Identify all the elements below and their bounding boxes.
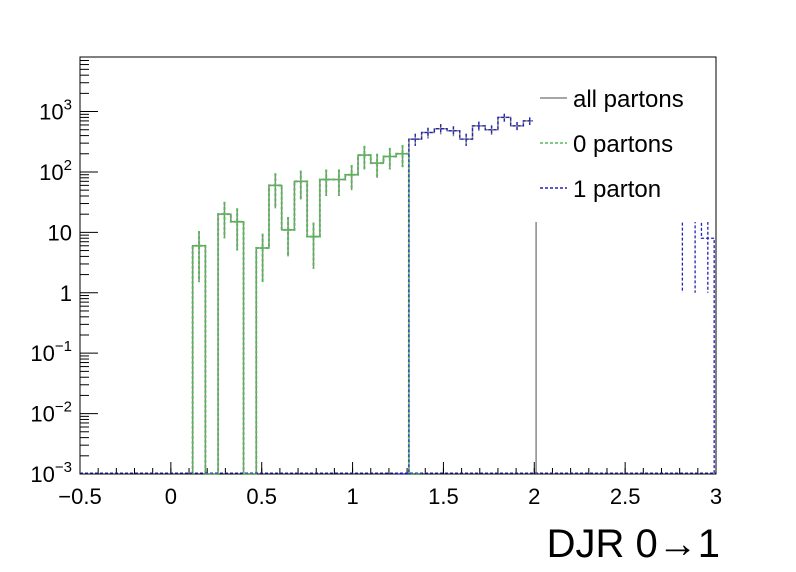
x-tick-label: 2.5: [610, 484, 641, 509]
x-axis: −0.5 0 0.5 1 1.5 2 2.5 3: [58, 462, 722, 509]
x-tick-label: −0.5: [58, 484, 101, 509]
legend-box: [533, 72, 713, 222]
y-tick-label: 10−2: [30, 399, 72, 427]
y-tick-label: 102: [39, 157, 72, 185]
y-tick-label: 10−3: [30, 459, 72, 487]
x-tick-label: 2: [528, 484, 540, 509]
y-tick-label: 10: [48, 220, 72, 245]
x-tick-label: 0: [165, 484, 177, 509]
x-tick-label: 0.5: [246, 484, 277, 509]
x-tick-label: 1: [346, 484, 358, 509]
series-0-partons: [191, 144, 422, 475]
legend: all partons 0 partons 1 parton: [533, 72, 713, 222]
y-tick-label: 103: [39, 97, 72, 125]
legend-label: 1 parton: [573, 176, 661, 203]
x-tick-label: 3: [710, 484, 722, 509]
legend-label: all partons: [573, 86, 684, 113]
y-tick-label: 10−1: [30, 338, 72, 366]
y-tick-label: 1: [60, 281, 72, 306]
legend-label: 0 partons: [573, 131, 673, 158]
x-tick-label: 1.5: [428, 484, 459, 509]
y-axis: 10−3 10−2 10−1 1 10 102 103: [30, 56, 98, 487]
x-axis-title: DJR 0→1: [547, 522, 720, 566]
